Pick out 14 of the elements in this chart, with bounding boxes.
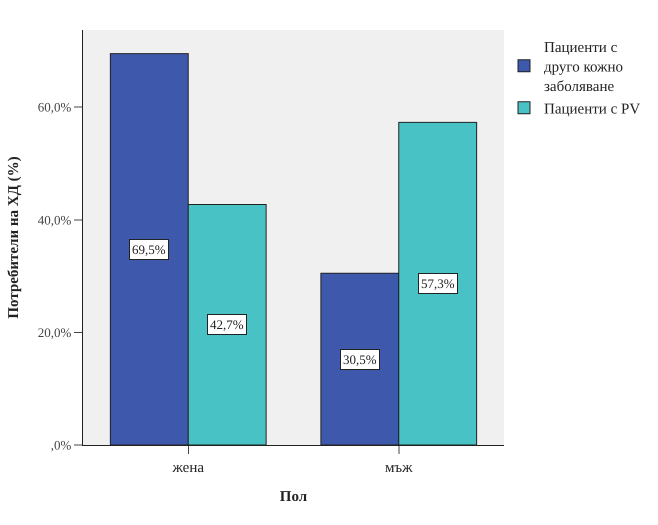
x-axis-title: Пол [280,489,308,505]
y-tick-label: 20,0% [38,324,72,340]
data-label: 30,5% [343,352,377,367]
legend-label: Пациенти с друго кожно заболяване [544,40,624,96]
legend-label: Пациенти с PV [544,102,640,118]
y-axis-title: Потребители на ХД (%) [6,156,22,319]
y-tick-label: 60,0% [38,100,72,115]
x-tick-label: мъж [384,460,414,476]
y-tick-label: 40,0% [38,212,72,228]
x-tick-label: жена [171,460,204,476]
data-label: 57,3% [421,276,455,291]
data-label: 42,7% [210,317,244,332]
y-tick-label: ,0% [50,438,72,453]
data-label: 69,5% [132,242,166,257]
